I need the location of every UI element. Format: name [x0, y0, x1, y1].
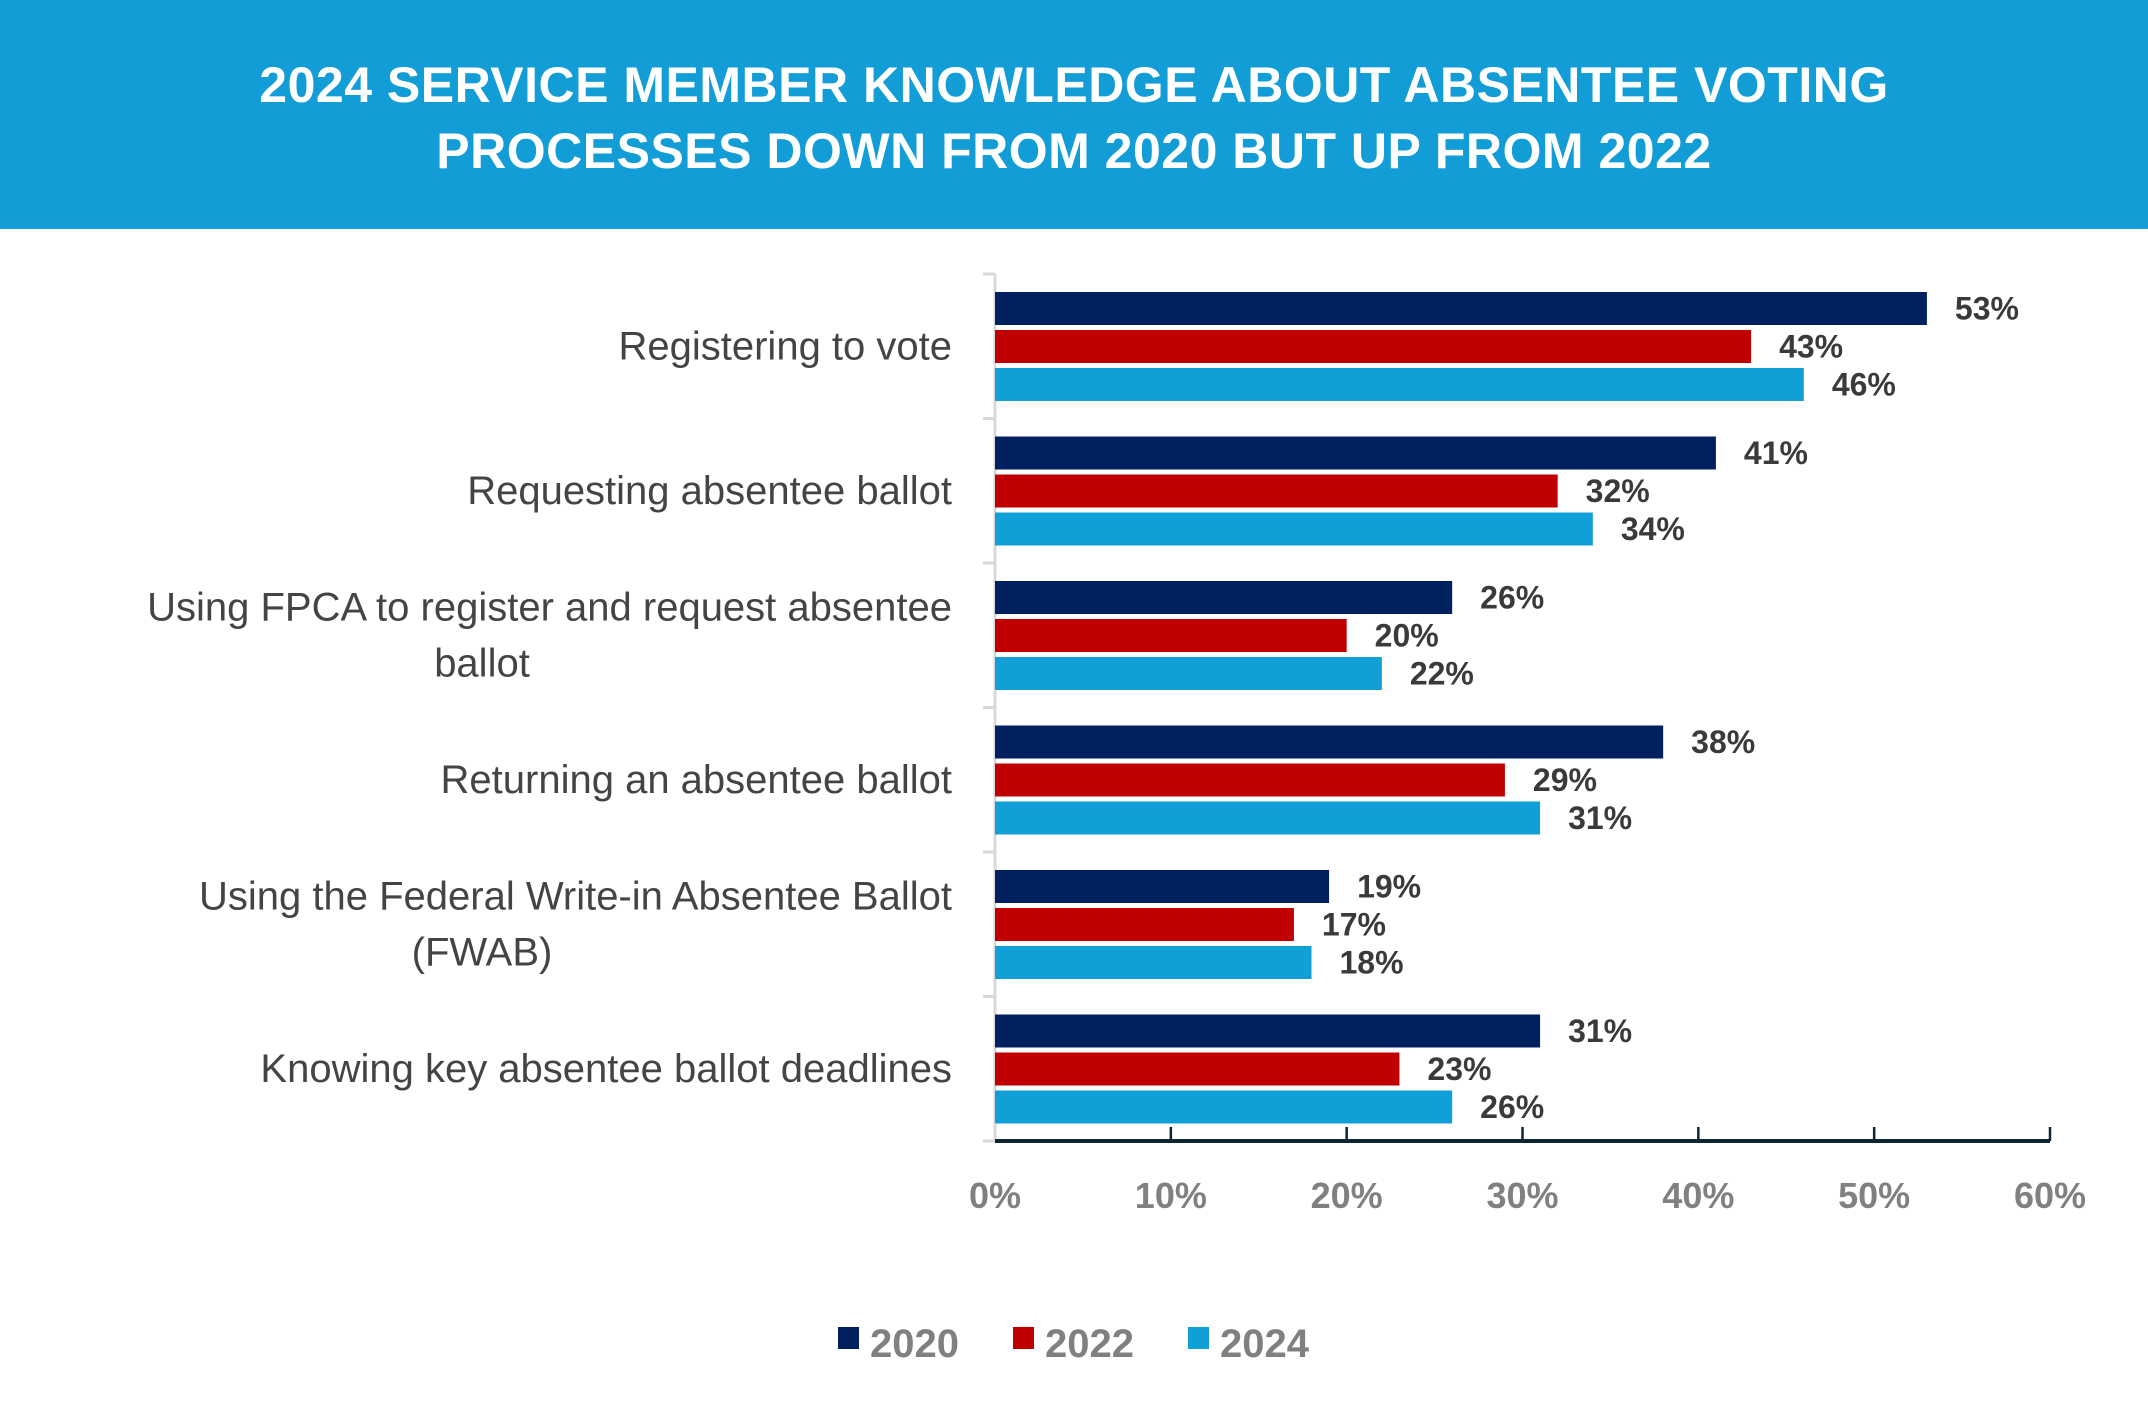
bar-2022	[995, 330, 1752, 363]
category-label: Using the Federal Write-in Absentee Ball…	[199, 875, 952, 919]
category-label: ballot	[434, 642, 530, 686]
category-label: Requesting absentee ballot	[467, 469, 952, 513]
legend-label-2022: 2022	[1045, 1322, 1134, 1366]
legend-label-2024: 2024	[1220, 1322, 1310, 1366]
tick-label: 20%	[1311, 1175, 1383, 1216]
data-label-2024: 34%	[1621, 511, 1685, 547]
tick-label: 50%	[1838, 1175, 1910, 1216]
bar-2022	[995, 474, 1558, 508]
data-label-2020: 41%	[1744, 435, 1808, 471]
bar-2020	[995, 1014, 1541, 1048]
legend-swatch-2024	[1188, 1327, 1209, 1349]
bar-2024	[995, 801, 1541, 835]
bar-2024	[995, 946, 1312, 979]
legend-swatch-2020	[838, 1327, 859, 1349]
data-label-2020: 38%	[1691, 724, 1755, 760]
data-label-2024: 22%	[1410, 656, 1474, 692]
data-label-2022: 29%	[1533, 762, 1597, 798]
legend-swatch-2022	[1013, 1327, 1034, 1349]
tick-label: 40%	[1662, 1175, 1734, 1216]
bar-2024	[995, 512, 1593, 546]
data-label-2024: 26%	[1480, 1089, 1544, 1125]
category-label: Using FPCA to register and request absen…	[147, 586, 952, 630]
bar-2024	[995, 368, 1804, 401]
data-label-2024: 46%	[1832, 367, 1896, 403]
tick-label: 10%	[1135, 1175, 1207, 1216]
data-label-2024: 18%	[1340, 945, 1404, 981]
category-label: (FWAB)	[412, 931, 553, 975]
data-label-2020: 26%	[1480, 580, 1544, 616]
chart-title: 2024 SERVICE MEMBER KNOWLEDGE ABOUT ABSE…	[0, 52, 2148, 184]
tick-label: 0%	[969, 1175, 1021, 1216]
bar-2020	[995, 436, 1716, 470]
bar-2022	[995, 1052, 1400, 1086]
data-label-2020: 19%	[1357, 869, 1421, 905]
data-label-2022: 20%	[1375, 618, 1439, 654]
category-label: Registering to vote	[618, 325, 952, 369]
data-label-2022: 43%	[1779, 329, 1843, 365]
data-label-2022: 23%	[1427, 1051, 1491, 1087]
bar-2020	[995, 581, 1453, 614]
bar-2020	[995, 870, 1330, 903]
category-label: Returning an absentee ballot	[441, 758, 952, 802]
tick-label: 30%	[1486, 1175, 1558, 1216]
bar-2022	[995, 619, 1347, 652]
bar-2020	[995, 292, 1927, 325]
legend-label-2020: 2020	[870, 1322, 959, 1366]
data-label-2022: 32%	[1586, 473, 1650, 509]
title-banner: 2024 SERVICE MEMBER KNOWLEDGE ABOUT ABSE…	[0, 0, 2148, 229]
bar-2024	[995, 657, 1382, 690]
bar-2024	[995, 1090, 1453, 1124]
data-label-2022: 17%	[1322, 907, 1386, 943]
data-label-2020: 53%	[1955, 291, 2019, 327]
tick-label: 60%	[2014, 1175, 2086, 1216]
chart-title-line-1: 2024 SERVICE MEMBER KNOWLEDGE ABOUT ABSE…	[259, 57, 1889, 113]
data-label-2024: 31%	[1568, 800, 1632, 836]
data-label-2020: 31%	[1568, 1013, 1632, 1049]
bar-2022	[995, 908, 1294, 941]
chart-title-line-2: PROCESSES DOWN FROM 2020 BUT UP FROM 202…	[436, 123, 1712, 179]
bar-2020	[995, 725, 1664, 759]
category-label: Knowing key absentee ballot deadlines	[260, 1047, 952, 1091]
bar-2022	[995, 763, 1505, 797]
